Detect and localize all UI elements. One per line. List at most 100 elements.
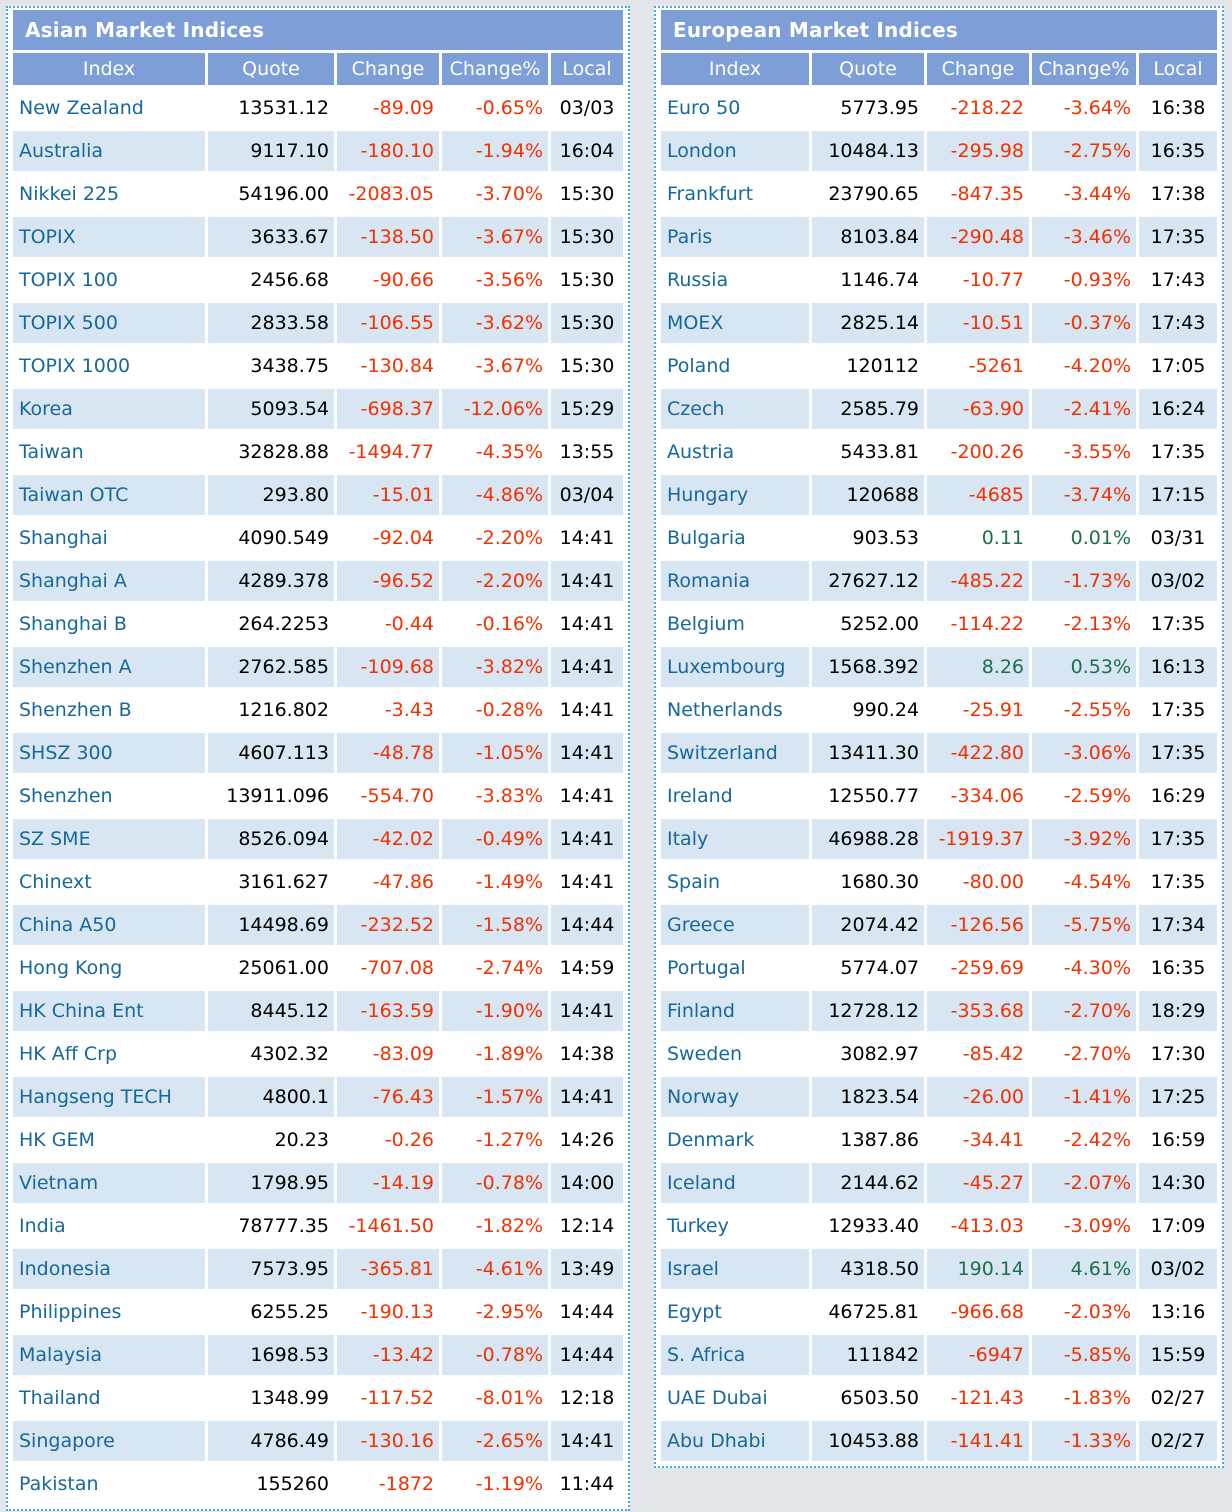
- index-name-link[interactable]: SHSZ 300: [13, 733, 205, 773]
- index-name-link[interactable]: Frankfurt: [661, 174, 809, 214]
- change-pct-cell: -3.09%: [1032, 1206, 1136, 1246]
- quote-cell: 4302.32: [208, 1034, 334, 1074]
- table-row: Netherlands 990.24 -25.91 -2.55% 17:35: [661, 690, 1217, 730]
- index-name-link[interactable]: S. Africa: [661, 1335, 809, 1375]
- index-name-link[interactable]: Poland: [661, 346, 809, 386]
- index-name-link[interactable]: Shanghai B: [13, 604, 205, 644]
- index-name-link[interactable]: TOPIX 500: [13, 303, 205, 343]
- change-pct-cell: -2.95%: [442, 1292, 548, 1332]
- index-name-link[interactable]: HK GEM: [13, 1120, 205, 1160]
- index-name-link[interactable]: Hungary: [661, 475, 809, 515]
- index-name-link[interactable]: Czech: [661, 389, 809, 429]
- change-pct-cell: -3.55%: [1032, 432, 1136, 472]
- index-name-link[interactable]: Shenzhen B: [13, 690, 205, 730]
- table-row: Euro 50 5773.95 -218.22 -3.64% 16:38: [661, 88, 1217, 128]
- index-name-link[interactable]: Spain: [661, 862, 809, 902]
- index-name-link[interactable]: Shenzhen: [13, 776, 205, 816]
- change-cell: -10.77: [927, 260, 1029, 300]
- local-time-cell: 17:30: [1139, 1034, 1217, 1074]
- quote-cell: 8526.094: [208, 819, 334, 859]
- index-name-link[interactable]: TOPIX 100: [13, 260, 205, 300]
- index-name-link[interactable]: Singapore: [13, 1421, 205, 1461]
- index-name-link[interactable]: New Zealand: [13, 88, 205, 128]
- index-name-link[interactable]: Belgium: [661, 604, 809, 644]
- index-name-link[interactable]: Portugal: [661, 948, 809, 988]
- quote-cell: 5252.00: [812, 604, 924, 644]
- index-name-link[interactable]: UAE Dubai: [661, 1378, 809, 1418]
- index-name-link[interactable]: Bulgaria: [661, 518, 809, 558]
- index-name-link[interactable]: Denmark: [661, 1120, 809, 1160]
- change-pct-cell: 0.01%: [1032, 518, 1136, 558]
- quote-cell: 4786.49: [208, 1421, 334, 1461]
- change-pct-cell: -0.65%: [442, 88, 548, 128]
- index-name-link[interactable]: Finland: [661, 991, 809, 1031]
- index-name-link[interactable]: Shenzhen A: [13, 647, 205, 687]
- index-name-link[interactable]: Taiwan OTC: [13, 475, 205, 515]
- index-name-link[interactable]: Turkey: [661, 1206, 809, 1246]
- index-name-link[interactable]: Pakistan: [13, 1464, 205, 1504]
- index-name-link[interactable]: Austria: [661, 432, 809, 472]
- index-name-link[interactable]: TOPIX: [13, 217, 205, 257]
- change-pct-cell: -0.78%: [442, 1163, 548, 1203]
- index-name-link[interactable]: Paris: [661, 217, 809, 257]
- index-name-link[interactable]: Israel: [661, 1249, 809, 1289]
- index-name-link[interactable]: Nikkei 225: [13, 174, 205, 214]
- index-name-link[interactable]: Korea: [13, 389, 205, 429]
- table-row: London 10484.13 -295.98 -2.75% 16:35: [661, 131, 1217, 171]
- index-name-link[interactable]: Iceland: [661, 1163, 809, 1203]
- index-name-link[interactable]: Philippines: [13, 1292, 205, 1332]
- index-name-link[interactable]: London: [661, 131, 809, 171]
- change-cell: -141.41: [927, 1421, 1029, 1461]
- change-pct-cell: -2.65%: [442, 1421, 548, 1461]
- index-name-link[interactable]: China A50: [13, 905, 205, 945]
- change-cell: -698.37: [337, 389, 439, 429]
- change-pct-cell: -3.82%: [442, 647, 548, 687]
- index-name-link[interactable]: Chinext: [13, 862, 205, 902]
- index-name-link[interactable]: Vietnam: [13, 1163, 205, 1203]
- table-row: TOPIX 100 2456.68 -90.66 -3.56% 15:30: [13, 260, 623, 300]
- change-cell: -0.26: [337, 1120, 439, 1160]
- index-name-link[interactable]: Taiwan: [13, 432, 205, 472]
- change-pct-cell: -1.58%: [442, 905, 548, 945]
- index-name-link[interactable]: Australia: [13, 131, 205, 171]
- index-name-link[interactable]: Switzerland: [661, 733, 809, 773]
- index-name-link[interactable]: HK China Ent: [13, 991, 205, 1031]
- column-header-index: Index: [661, 53, 809, 85]
- index-name-link[interactable]: Sweden: [661, 1034, 809, 1074]
- index-name-link[interactable]: Ireland: [661, 776, 809, 816]
- index-name-link[interactable]: Malaysia: [13, 1335, 205, 1375]
- index-name-link[interactable]: Russia: [661, 260, 809, 300]
- index-name-link[interactable]: India: [13, 1206, 205, 1246]
- quote-cell: 13411.30: [812, 733, 924, 773]
- column-header-local: Local: [1139, 53, 1217, 85]
- quote-cell: 990.24: [812, 690, 924, 730]
- change-cell: -365.81: [337, 1249, 439, 1289]
- index-name-link[interactable]: Indonesia: [13, 1249, 205, 1289]
- index-name-link[interactable]: Egypt: [661, 1292, 809, 1332]
- index-name-link[interactable]: Hong Kong: [13, 948, 205, 988]
- index-name-link[interactable]: Italy: [661, 819, 809, 859]
- index-name-link[interactable]: Shanghai A: [13, 561, 205, 601]
- index-name-link[interactable]: Romania: [661, 561, 809, 601]
- change-cell: -218.22: [927, 88, 1029, 128]
- index-name-link[interactable]: SZ SME: [13, 819, 205, 859]
- local-time-cell: 03/03: [551, 88, 623, 128]
- index-name-link[interactable]: Abu Dhabi: [661, 1421, 809, 1461]
- change-cell: -130.84: [337, 346, 439, 386]
- index-name-link[interactable]: Thailand: [13, 1378, 205, 1418]
- index-name-link[interactable]: Greece: [661, 905, 809, 945]
- index-name-link[interactable]: Luxembourg: [661, 647, 809, 687]
- table-row: Hungary 120688 -4685 -3.74% 17:15: [661, 475, 1217, 515]
- index-name-link[interactable]: Norway: [661, 1077, 809, 1117]
- index-name-link[interactable]: Shanghai: [13, 518, 205, 558]
- index-name-link[interactable]: TOPIX 1000: [13, 346, 205, 386]
- index-name-link[interactable]: Euro 50: [661, 88, 809, 128]
- local-time-cell: 17:35: [1139, 690, 1217, 730]
- index-name-link[interactable]: Hangseng TECH: [13, 1077, 205, 1117]
- change-cell: -25.91: [927, 690, 1029, 730]
- index-name-link[interactable]: Netherlands: [661, 690, 809, 730]
- change-pct-cell: -3.46%: [1032, 217, 1136, 257]
- index-name-link[interactable]: HK Aff Crp: [13, 1034, 205, 1074]
- local-time-cell: 16:35: [1139, 948, 1217, 988]
- index-name-link[interactable]: MOEX: [661, 303, 809, 343]
